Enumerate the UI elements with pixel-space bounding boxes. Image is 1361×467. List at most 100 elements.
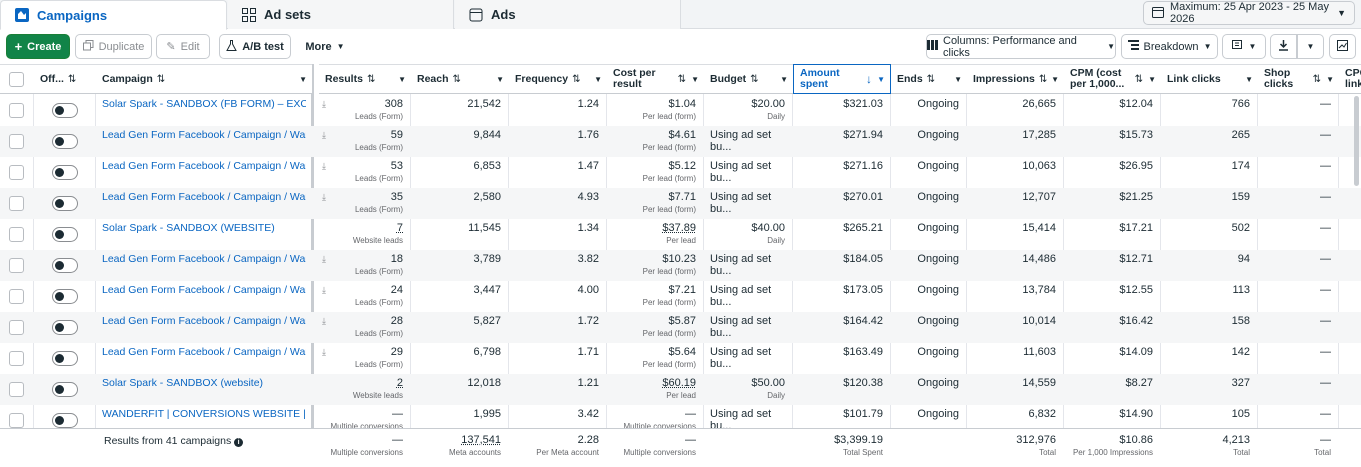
download-icon: ⤓ — [322, 161, 326, 171]
campaign-name-link[interactable]: Lead Gen Form Facebook / Campaign / Wand… — [96, 281, 306, 312]
reach-cell: 21,542 — [411, 95, 509, 126]
footer-cpm: $10.86 Per 1,000 Impressions — [1064, 429, 1161, 467]
tab-ad-sets[interactable]: Ad sets — [228, 0, 454, 29]
column-header-budget[interactable]: Budget ⇅ ▼ — [704, 64, 793, 94]
row-checkbox[interactable] — [9, 351, 24, 366]
sort-icon: ⇅ — [452, 73, 461, 85]
campaign-toggle[interactable] — [52, 134, 78, 149]
shop-clicks-value: — — [1320, 160, 1331, 172]
link-clicks-cell: 174 — [1161, 157, 1258, 188]
breakdown-button[interactable]: Breakdown ▼ — [1121, 34, 1218, 59]
table-row[interactable]: Lead Gen Form Facebook / Campaign / Wand… — [0, 312, 1361, 343]
campaign-name-link[interactable]: Solar Spark - SANDBOX (website) — [96, 374, 306, 405]
campaign-toggle[interactable] — [52, 258, 78, 273]
row-checkbox[interactable] — [9, 413, 24, 428]
campaign-name-link[interactable]: Lead Gen Form Facebook / Campaign / Wand… — [96, 188, 306, 219]
results-cell: — Multiple conversions — [314, 405, 411, 436]
campaign-name-link[interactable]: Lead Gen Form Facebook / Campaign / Wand… — [96, 343, 306, 374]
column-header-cpm[interactable]: CPM (cost per 1,000... ⇅ ▼ — [1064, 64, 1161, 94]
row-checkbox[interactable] — [9, 289, 24, 304]
table-row[interactable]: Lead Gen Form Facebook / Campaign / Wand… — [0, 188, 1361, 219]
campaign-toggle[interactable] — [52, 196, 78, 211]
table-row[interactable]: Lead Gen Form Facebook / Campaign / Wand… — [0, 250, 1361, 281]
vertical-scrollbar[interactable] — [1354, 96, 1359, 186]
table-row[interactable]: Solar Spark - SANDBOX (FB FORM) – EXCL I… — [0, 95, 1361, 126]
column-header-results[interactable]: Results ⇅ ▼ — [319, 64, 411, 94]
campaign-toggle[interactable] — [52, 103, 78, 118]
campaign-name-link[interactable]: Lead Gen Form Facebook / Campaign / Wand… — [96, 250, 306, 281]
row-checkbox[interactable] — [9, 320, 24, 335]
campaign-name-link[interactable]: Lead Gen Form Facebook / Campaign / Wand… — [96, 157, 306, 188]
campaign-name: Lead Gen Form Facebook / Campaign / Wand… — [102, 160, 306, 172]
create-button[interactable]: + Create — [6, 34, 70, 59]
edit-button[interactable]: ✎ Edit — [156, 34, 210, 59]
table-row[interactable]: Lead Gen Form Facebook / Campaign / Wand… — [0, 281, 1361, 312]
budget-cell: Using ad set bu... — [704, 343, 793, 374]
column-header-reach[interactable]: Reach ⇅ ▼ — [411, 64, 509, 94]
campaign-toggle[interactable] — [52, 413, 78, 428]
cpm-value: $21.25 — [1119, 191, 1153, 203]
export-button[interactable] — [1270, 34, 1297, 59]
campaign-name-link[interactable]: Lead Gen Form Facebook / Campaign / Wand… — [96, 312, 306, 343]
column-header-cpc[interactable]: CPC link — [1339, 64, 1361, 94]
table-row[interactable]: Lead Gen Form Facebook / Campaign / Wand… — [0, 343, 1361, 374]
link-clicks-cell: 159 — [1161, 188, 1258, 219]
ends-cell: Ongoing — [891, 312, 967, 343]
link-clicks-value: 327 — [1231, 377, 1250, 389]
ab-test-button[interactable]: A/B test — [219, 34, 291, 59]
cpm-cell: $14.09 — [1064, 343, 1161, 374]
table-row[interactable]: Lead Gen Form Facebook / Campaign / Wand… — [0, 126, 1361, 157]
budget-value: $40.00 — [751, 222, 785, 234]
row-checkbox[interactable] — [9, 165, 24, 180]
campaign-toggle[interactable] — [52, 165, 78, 180]
campaign-toggle[interactable] — [52, 351, 78, 366]
campaign-name: Solar Spark - SANDBOX (WEBSITE) — [102, 222, 275, 234]
export-menu-button[interactable]: ▼ — [1297, 34, 1324, 59]
link-clicks-value: 265 — [1231, 129, 1250, 141]
date-range-picker[interactable]: Maximum: 25 Apr 2023 - 25 May 2026 ▼ — [1143, 1, 1355, 25]
reach-value: 9,844 — [473, 129, 501, 141]
table-row[interactable]: Solar Spark - SANDBOX (website) 2 Website … — [0, 374, 1361, 405]
campaign-toggle[interactable] — [52, 227, 78, 242]
campaign-toggle[interactable] — [52, 320, 78, 335]
row-checkbox[interactable] — [9, 227, 24, 242]
campaign-toggle[interactable] — [52, 289, 78, 304]
more-button[interactable]: More ▼ — [300, 34, 350, 59]
table-row[interactable]: Solar Spark - SANDBOX (WEBSITE) 7 Website … — [0, 219, 1361, 250]
campaign-name-link[interactable]: WANDERFIT | CONVERSIONS WEBSITE | INC — [96, 405, 306, 436]
column-header-amount-spent[interactable]: Amount spent ↓ ▼ — [793, 64, 891, 94]
ad-sets-icon — [242, 7, 256, 22]
row-checkbox[interactable] — [9, 196, 24, 211]
row-checkbox[interactable] — [9, 258, 24, 273]
columns-button[interactable]: Columns: Performance and clicks ▼ — [926, 34, 1116, 59]
footer-sub: Multiple conversions — [623, 448, 696, 457]
column-header-off[interactable]: Off... ⇅ — [34, 64, 96, 94]
column-header-campaign[interactable]: Campaign ⇅ ▼ — [96, 64, 312, 94]
cpm-cell: $14.90 — [1064, 405, 1161, 436]
footer-value: 4,213 — [1222, 434, 1250, 446]
charts-button[interactable] — [1329, 34, 1356, 59]
column-header-ends[interactable]: Ends ⇅ ▼ — [891, 64, 967, 94]
column-header-cost-per-result[interactable]: Cost per result ⇅ ▼ — [607, 64, 704, 94]
duplicate-button[interactable]: Duplicate — [75, 34, 152, 59]
campaign-name-link[interactable]: Lead Gen Form Facebook / Campaign / Wand… — [96, 126, 306, 157]
row-checkbox[interactable] — [9, 103, 24, 118]
table-row[interactable]: WANDERFIT | CONVERSIONS WEBSITE | INC — Mu… — [0, 405, 1361, 436]
campaign-name-link[interactable]: Solar Spark - SANDBOX (WEBSITE) — [96, 219, 306, 250]
column-header-impressions[interactable]: Impressions ⇅ ▼ — [967, 64, 1064, 94]
row-checkbox[interactable] — [9, 382, 24, 397]
campaign-toggle[interactable] — [52, 382, 78, 397]
column-header-link-clicks[interactable]: Link clicks ▼ — [1161, 64, 1258, 94]
row-checkbox[interactable] — [9, 134, 24, 149]
table-row[interactable]: Lead Gen Form Facebook / Campaign / Wand… — [0, 157, 1361, 188]
pencil-icon: ✎ — [166, 41, 176, 53]
column-header-frequency[interactable]: Frequency ⇅ ▼ — [509, 64, 607, 94]
results-cell: 24 Leads (Form) — [314, 281, 411, 312]
tab-ads[interactable]: Ads — [455, 0, 681, 29]
select-all-checkbox[interactable] — [9, 72, 24, 87]
column-header-shop-clicks[interactable]: Shop clicks ⇅ ▼ — [1258, 64, 1339, 94]
campaign-name-link[interactable]: Solar Spark - SANDBOX (FB FORM) – EXCL I… — [96, 95, 306, 126]
tab-campaigns[interactable]: Campaigns — [0, 0, 227, 30]
cost-per-result-type: Per lead — [666, 391, 696, 400]
reports-button[interactable]: ▼ — [1222, 34, 1266, 59]
